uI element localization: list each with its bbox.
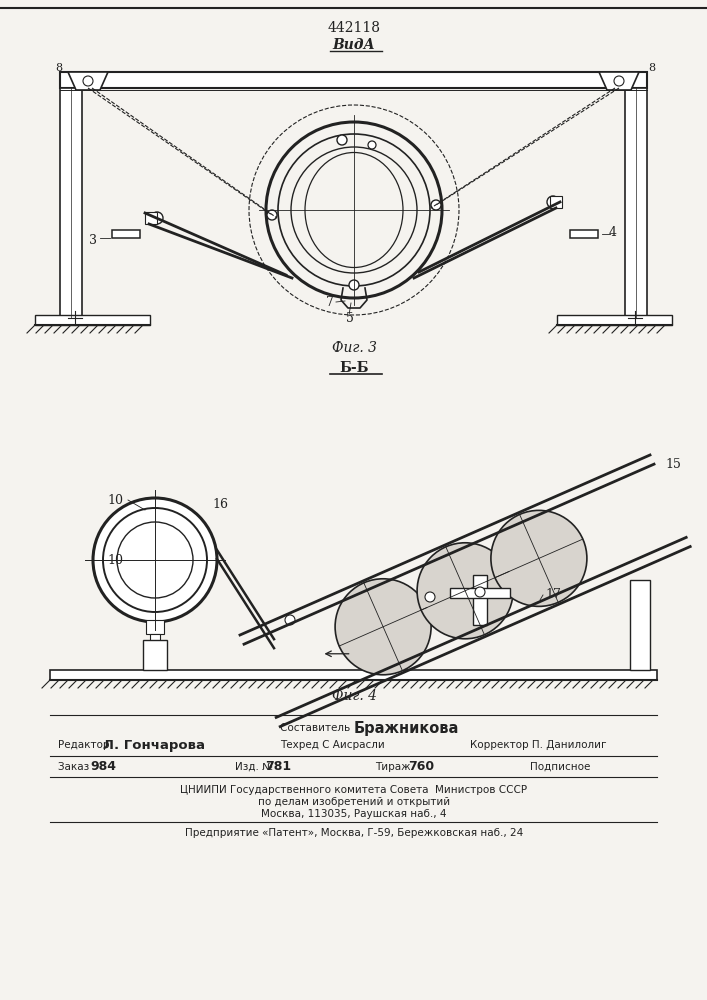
Circle shape	[431, 200, 441, 210]
Bar	[35, 315, 150, 325]
Bar	[550, 196, 562, 208]
Text: 15: 15	[665, 458, 681, 472]
Circle shape	[425, 592, 435, 602]
Text: 442118: 442118	[327, 21, 380, 35]
Text: Фиг. 3: Фиг. 3	[332, 341, 377, 355]
Bar	[450, 588, 510, 598]
Text: Тираж: Тираж	[375, 762, 417, 772]
Polygon shape	[570, 230, 598, 238]
Text: 8: 8	[648, 63, 655, 73]
Circle shape	[491, 510, 587, 606]
Text: 760: 760	[408, 760, 434, 774]
Bar	[60, 88, 82, 318]
Text: ЦНИИПИ Государственного комитета Совета  Министров СССР: ЦНИИПИ Государственного комитета Совета …	[180, 785, 527, 795]
Text: 16: 16	[212, 498, 228, 512]
Text: Составитель: Составитель	[281, 723, 354, 733]
Bar	[150, 634, 160, 642]
Circle shape	[151, 212, 163, 224]
Circle shape	[349, 280, 359, 290]
Text: Л. Гончарова: Л. Гончарова	[103, 738, 205, 752]
Text: ВидА: ВидА	[332, 38, 375, 52]
Text: Подписное: Подписное	[530, 762, 590, 772]
Circle shape	[267, 210, 277, 220]
Text: 781: 781	[265, 760, 291, 774]
Bar	[146, 620, 164, 634]
Text: Предприятие «Патент», Москва, Г-59, Бережковская наб., 24: Предприятие «Патент», Москва, Г-59, Бере…	[185, 828, 523, 838]
Bar	[60, 72, 647, 88]
Text: Бражникова: Бражникова	[354, 720, 460, 736]
Text: 10: 10	[107, 493, 123, 506]
Text: 5: 5	[346, 312, 354, 324]
Circle shape	[93, 498, 217, 622]
Polygon shape	[68, 72, 108, 90]
Text: 984: 984	[90, 760, 116, 774]
Text: Редактор: Редактор	[58, 740, 112, 750]
Text: 10: 10	[107, 554, 123, 566]
Bar	[473, 575, 487, 625]
Text: 3: 3	[89, 233, 97, 246]
Bar	[557, 315, 672, 325]
Polygon shape	[112, 230, 140, 238]
Text: Изд. №: Изд. №	[235, 762, 279, 772]
Text: Техред С Аисрасли: Техред С Аисрасли	[280, 740, 385, 750]
Text: по делам изобретений и открытий: по делам изобретений и открытий	[258, 797, 450, 807]
Circle shape	[368, 141, 376, 149]
Circle shape	[337, 135, 347, 145]
Circle shape	[103, 508, 207, 612]
Text: 17: 17	[545, 588, 561, 601]
Text: Заказ: Заказ	[58, 762, 93, 772]
Text: 4: 4	[609, 226, 617, 238]
Circle shape	[417, 543, 513, 639]
Circle shape	[614, 76, 624, 86]
Text: Корректор П. Данилолиг: Корректор П. Данилолиг	[470, 740, 607, 750]
Bar	[630, 580, 650, 670]
Circle shape	[117, 522, 193, 598]
Bar	[625, 88, 647, 318]
Circle shape	[83, 76, 93, 86]
Circle shape	[547, 196, 559, 208]
Text: 8: 8	[55, 63, 62, 73]
Circle shape	[335, 579, 431, 675]
Text: 7: 7	[326, 296, 334, 308]
Bar	[143, 640, 167, 670]
Text: Б-Б: Б-Б	[339, 361, 369, 375]
Text: Фиг. 4: Фиг. 4	[332, 689, 377, 703]
Text: Москва, 113035, Раушская наб., 4: Москва, 113035, Раушская наб., 4	[262, 809, 447, 819]
Polygon shape	[599, 72, 639, 90]
Bar	[145, 212, 157, 224]
Circle shape	[475, 587, 485, 597]
Circle shape	[285, 615, 295, 625]
Bar	[50, 670, 657, 680]
